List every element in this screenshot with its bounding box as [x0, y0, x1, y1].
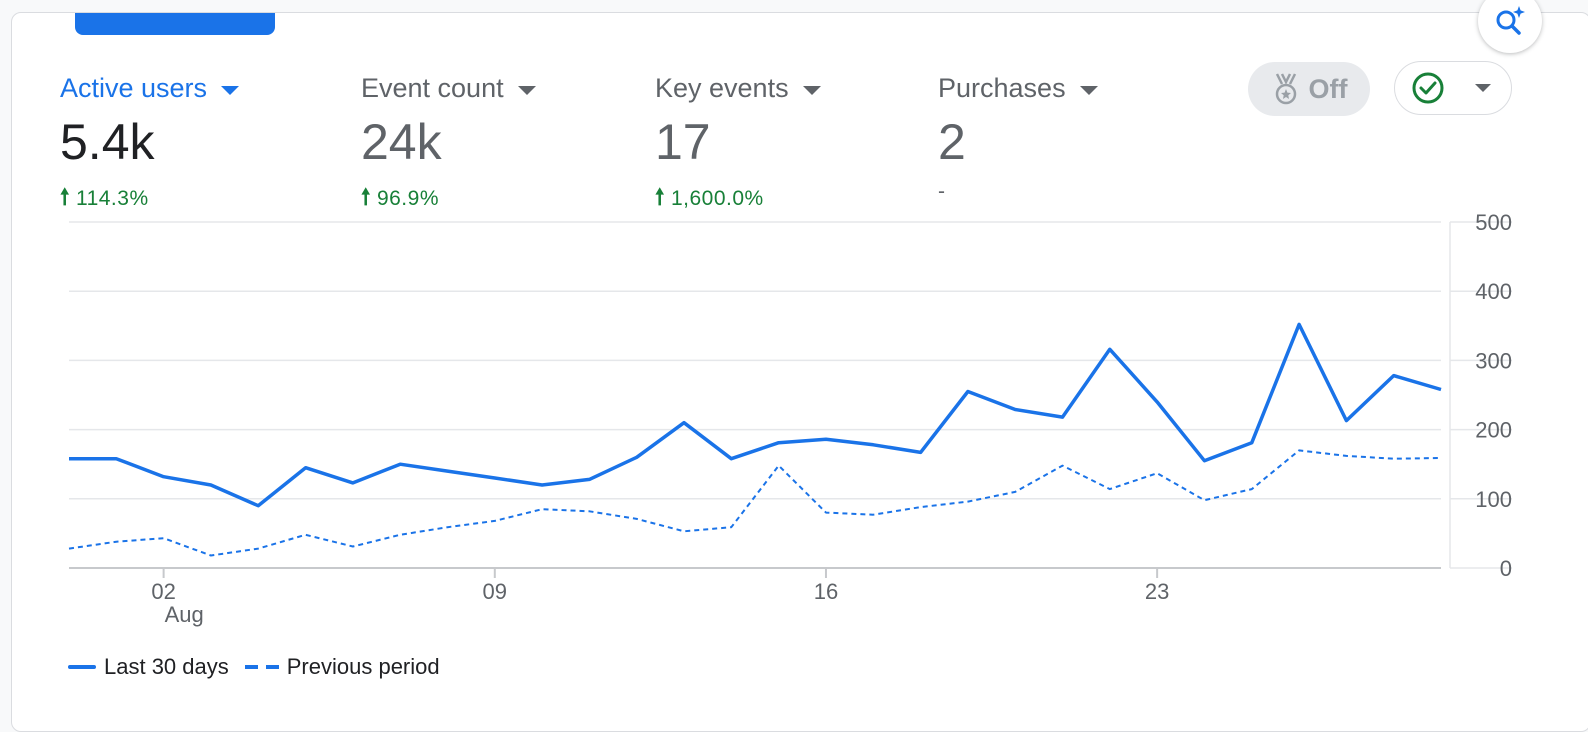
series-previous-period-line	[68, 449, 1442, 557]
metric-label[interactable]: Key events	[655, 73, 821, 104]
y-tick-label: 400	[1475, 279, 1512, 304]
active-metric-indicator	[75, 13, 275, 35]
arrow-up-icon: 🠕	[60, 184, 70, 209]
x-tick-label: 16	[814, 579, 838, 604]
metric-value: 5.4k	[60, 114, 155, 170]
metric-change-value: 96.9%	[376, 187, 439, 210]
legend-solid-swatch	[68, 665, 96, 669]
arrow-up-icon: 🠕	[361, 184, 371, 209]
x-tick-sublabel: Aug	[165, 602, 204, 627]
chart-gridlines	[69, 221, 1512, 569]
caret-down-icon	[802, 85, 821, 95]
metric-change-value: 114.3%	[75, 187, 149, 210]
caret-down-icon	[517, 85, 536, 95]
legend-dashed-swatch	[244, 665, 279, 669]
metric-change: 🠕 1,600.0%	[655, 180, 821, 218]
x-tick-label: 02	[151, 579, 175, 604]
chart-legend: Last 30 days Previous period	[68, 654, 456, 680]
metric-key-events[interactable]: Key events 17 🠕 1,600.0%	[655, 73, 821, 218]
metric-active-users[interactable]: Active users 5.4k 🠕 114.3%	[60, 73, 240, 218]
caret-down-icon	[1079, 85, 1098, 95]
arrow-up-icon: 🠕	[655, 184, 665, 209]
metric-label-text: Key events	[655, 73, 789, 103]
metric-label-text: Event count	[361, 73, 504, 103]
y-tick-label: 0	[1500, 556, 1512, 581]
metric-label[interactable]: Event count	[361, 73, 536, 104]
metric-change-value: -	[938, 180, 946, 203]
toggle-label: Off	[1308, 73, 1348, 104]
legend-item-previous-period[interactable]: Previous period	[244, 654, 440, 680]
series-last-30-days-line	[69, 322, 1442, 508]
metric-value: 24k	[361, 114, 442, 170]
metric-event-count[interactable]: Event count 24k 🠕 96.9%	[361, 73, 536, 218]
sparkle-search-icon	[1496, 6, 1525, 35]
check-circle-icon	[1412, 72, 1444, 104]
benchmark-toggle-button[interactable]: Off	[1248, 62, 1370, 116]
data-quality-dropdown[interactable]	[1394, 61, 1512, 115]
y-tick-label: 200	[1475, 418, 1512, 443]
metric-change: -	[938, 180, 1098, 204]
metric-value: 2	[938, 114, 966, 170]
y-axis: 500 400 300 200 100 0	[1475, 210, 1512, 581]
legend-label: Previous period	[286, 654, 440, 679]
overview-card: Active users 5.4k 🠕 114.3% Event count 2…	[11, 0, 1588, 732]
award-medal-icon	[1275, 73, 1296, 105]
metric-label[interactable]: Active users	[60, 73, 240, 104]
metric-change: 🠕 96.9%	[361, 180, 536, 218]
metric-change: 🠕 114.3%	[60, 180, 239, 218]
y-tick-label: 500	[1475, 210, 1512, 235]
y-tick-label: 100	[1475, 487, 1512, 512]
y-tick-label: 300	[1475, 348, 1512, 373]
x-tick-label: 09	[483, 579, 507, 604]
legend-item-last-30-days[interactable]: Last 30 days	[68, 654, 229, 680]
metric-purchases[interactable]: Purchases 2 -	[938, 73, 1098, 204]
x-tick-label: 23	[1145, 579, 1169, 604]
insights-button[interactable]	[1478, 0, 1542, 53]
caret-down-icon	[221, 85, 240, 95]
metric-change-value: 1,600.0%	[670, 187, 764, 210]
chart-series	[68, 322, 1442, 557]
metric-value: 17	[655, 114, 711, 170]
metric-label-text: Purchases	[938, 73, 1066, 103]
legend-label: Last 30 days	[104, 654, 229, 679]
metric-label[interactable]: Purchases	[938, 73, 1098, 104]
caret-down-icon	[1475, 84, 1491, 92]
metric-label-text: Active users	[60, 73, 208, 103]
